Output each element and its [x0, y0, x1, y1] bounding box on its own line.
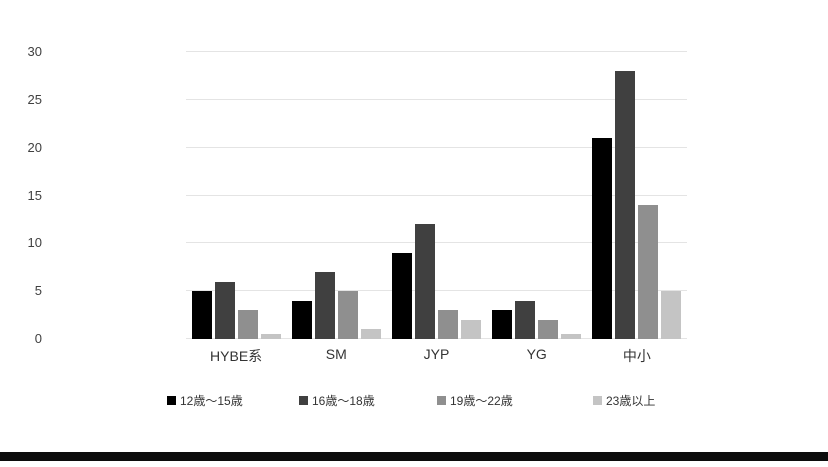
- legend-item: 16歳〜18歳: [299, 392, 375, 409]
- legend-label: 16歳〜18歳: [312, 394, 375, 408]
- y-tick-label: 25: [27, 91, 42, 107]
- gridline-y-10: [186, 242, 687, 244]
- chart-legend: 12歳〜15歳 16歳〜18歳 19歳〜22歳 23歳以上: [0, 392, 828, 412]
- gridline-y-15: [186, 194, 687, 196]
- bar: [260, 334, 281, 339]
- bar: [191, 291, 212, 339]
- bar: [661, 291, 682, 339]
- gridline-y-0: [186, 338, 687, 339]
- legend-item: 23歳以上: [593, 392, 655, 409]
- bar: [438, 310, 458, 339]
- bar: [615, 71, 636, 339]
- plot-area: 0 5 10 15 20 25 30: [28, 45, 687, 345]
- bar: [538, 319, 559, 339]
- bar-group-SM: [286, 52, 386, 339]
- y-tick-label: 20: [27, 139, 42, 155]
- y-tick-label: 0: [34, 331, 42, 346]
- gridline-y-20: [186, 146, 687, 148]
- bar: [360, 329, 381, 339]
- legend-label: 23歳以上: [606, 394, 656, 408]
- bar-groups: [186, 52, 687, 339]
- bottom-black-bar: [0, 452, 828, 461]
- bar: [291, 300, 312, 339]
- bar: [561, 334, 582, 339]
- bar: [492, 310, 513, 339]
- x-axis-label: SM: [325, 346, 347, 362]
- x-axis-label: 中小: [622, 348, 651, 364]
- x-axis-label: HYBE系: [210, 348, 263, 364]
- bar-group-YG: [487, 52, 587, 339]
- bar-group-中小: [587, 52, 687, 339]
- legend-label: 12歳〜15歳: [180, 394, 243, 408]
- bar: [337, 291, 358, 339]
- y-tick-label: 10: [27, 235, 42, 251]
- legend-item: 19歳〜22歳: [437, 392, 513, 409]
- legend-item: 12歳〜15歳: [167, 392, 243, 409]
- y-tick-label: 15: [27, 187, 42, 203]
- bar: [214, 281, 235, 339]
- legend-marker-icon: [299, 396, 308, 405]
- legend-label: 19歳〜22歳: [450, 394, 513, 408]
- bar: [237, 310, 258, 339]
- x-axis-labels: HYBE系 SM JYP YG 中小: [186, 346, 687, 366]
- legend-marker-icon: [437, 396, 446, 405]
- y-tick-label: 5: [34, 283, 42, 299]
- y-tick-label: 30: [27, 44, 42, 59]
- bar-group-JYP: [386, 52, 486, 339]
- legend-marker-icon: [593, 396, 602, 405]
- gridline-y-5: [186, 290, 687, 292]
- bar: [415, 224, 435, 339]
- bar: [392, 252, 412, 339]
- bar: [461, 319, 481, 339]
- bar: [638, 205, 659, 339]
- bar: [314, 272, 335, 339]
- gridline-y-30: [186, 51, 687, 52]
- x-axis-label: JYP: [423, 346, 450, 362]
- bar-group-HYBE系: [186, 52, 286, 339]
- legend-marker-icon: [167, 396, 176, 405]
- x-axis-label: YG: [526, 346, 547, 362]
- gridline-y-25: [186, 98, 687, 100]
- bar: [515, 300, 536, 339]
- bar: [592, 138, 613, 339]
